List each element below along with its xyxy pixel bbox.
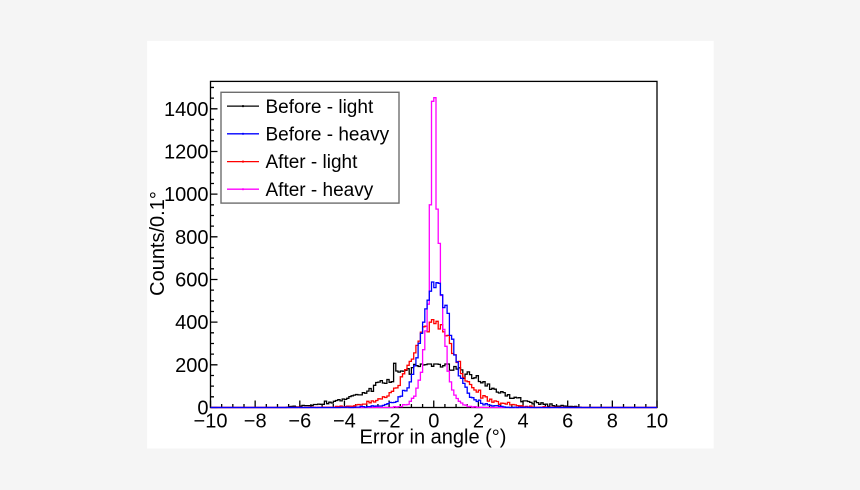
svg-text:Before - heavy: Before - heavy <box>266 125 390 146</box>
svg-text:Error in angle (°): Error in angle (°) <box>360 427 507 449</box>
svg-text:Before - light: Before - light <box>266 97 374 118</box>
svg-text:−10: −10 <box>194 411 228 433</box>
svg-text:Counts/0.1°: Counts/0.1° <box>147 191 169 296</box>
svg-text:4: 4 <box>517 411 528 433</box>
svg-text:6: 6 <box>562 411 573 433</box>
svg-text:1000: 1000 <box>164 184 209 206</box>
svg-text:800: 800 <box>175 227 208 249</box>
svg-text:8: 8 <box>607 411 618 433</box>
svg-text:After - heavy: After - heavy <box>266 180 374 201</box>
svg-text:0: 0 <box>428 411 439 433</box>
svg-text:1200: 1200 <box>164 142 209 164</box>
svg-text:10: 10 <box>646 411 668 433</box>
svg-text:2: 2 <box>473 411 484 433</box>
svg-text:−8: −8 <box>244 411 267 433</box>
svg-text:600: 600 <box>175 270 208 292</box>
svg-text:200: 200 <box>175 355 208 377</box>
svg-text:−2: −2 <box>378 411 401 433</box>
svg-text:After - light: After - light <box>266 152 359 173</box>
svg-text:0: 0 <box>197 398 208 420</box>
svg-text:400: 400 <box>175 312 208 334</box>
svg-text:−6: −6 <box>288 411 311 433</box>
svg-text:1400: 1400 <box>164 99 209 121</box>
svg-text:−4: −4 <box>333 411 356 433</box>
